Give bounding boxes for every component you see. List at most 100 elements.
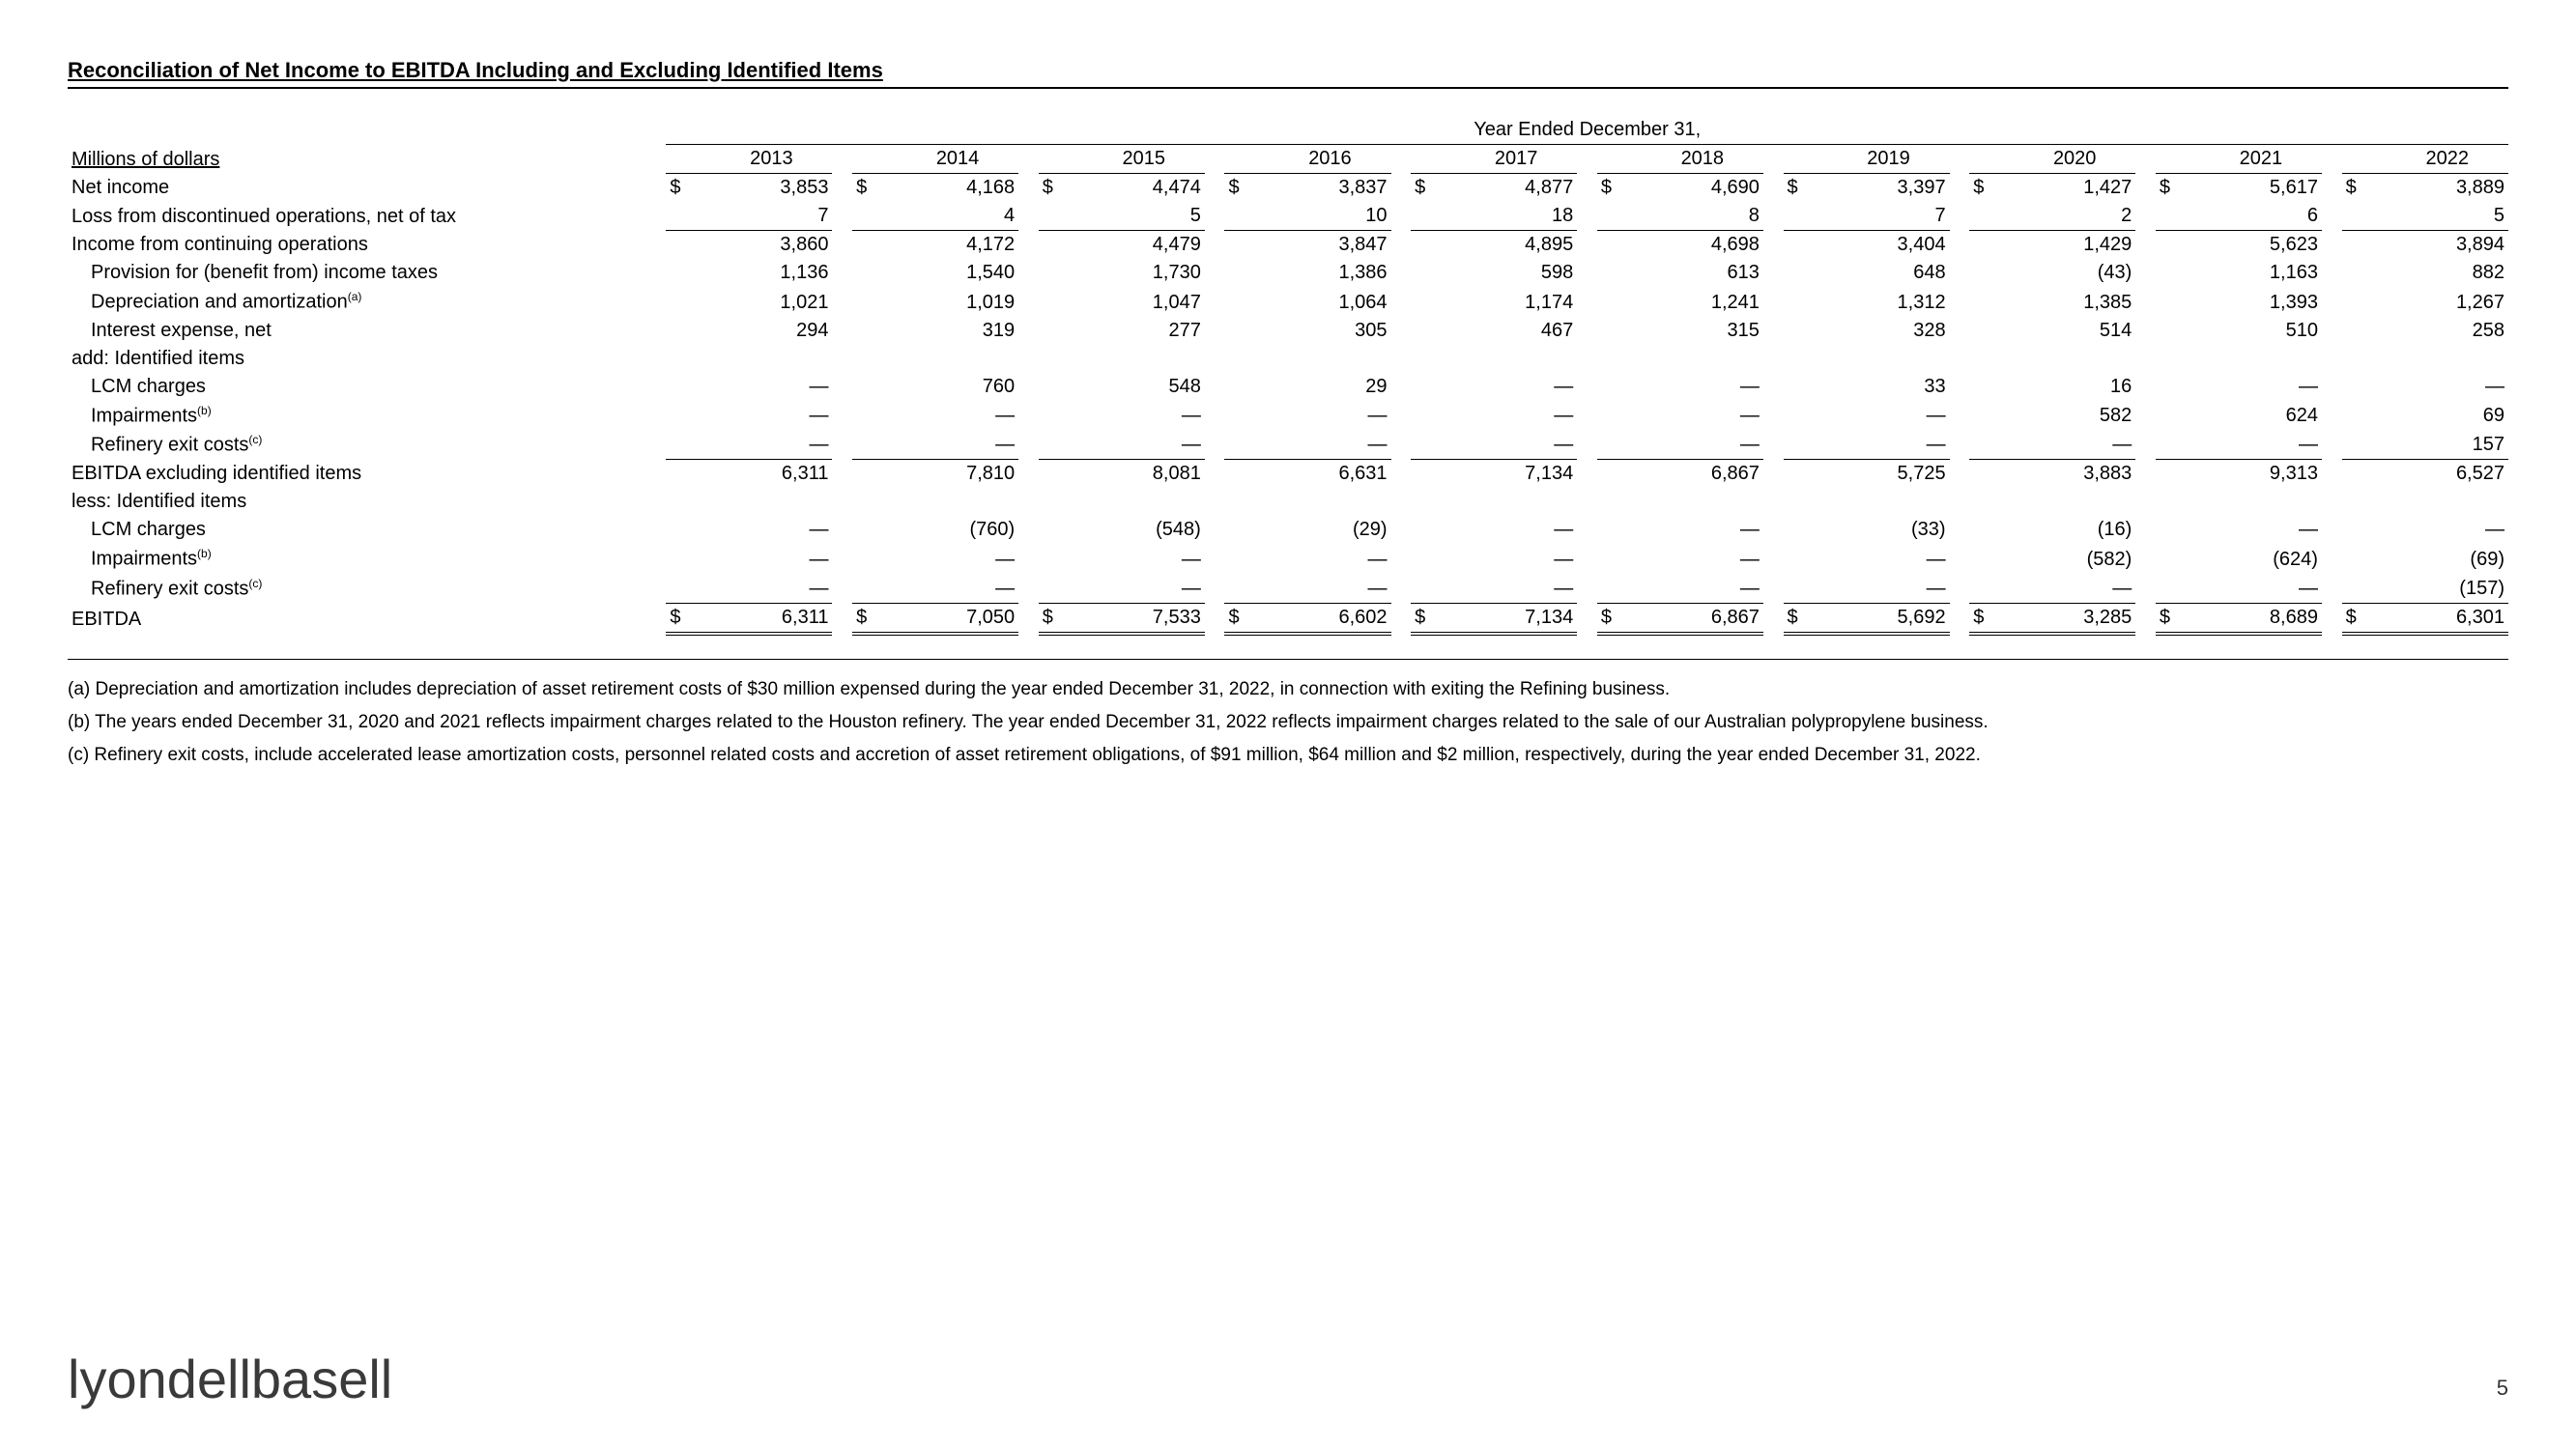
year-header: 2021 <box>2200 145 2322 174</box>
row-label: Impairments(b) <box>68 401 666 431</box>
currency-symbol <box>1784 430 1828 460</box>
currency-symbol <box>852 373 897 401</box>
currency-symbol <box>1969 259 2014 287</box>
cell-value: 7,810 <box>897 460 1018 489</box>
currency-symbol <box>1969 574 2014 604</box>
currency-symbol <box>2342 430 2387 460</box>
cell-value: 7 <box>710 202 832 231</box>
cell-value: 6,311 <box>710 604 832 635</box>
currency-symbol <box>1969 202 2014 231</box>
table-row: LCM charges—76054829——3316—— <box>68 373 2508 401</box>
currency-symbol <box>666 401 710 431</box>
currency-symbol <box>852 317 897 345</box>
footnote-ref: (c) <box>248 433 262 446</box>
cell-value: 5,617 <box>2200 174 2322 203</box>
currency-symbol <box>2342 516 2387 544</box>
currency-symbol <box>1411 574 1455 604</box>
currency-symbol <box>1411 231 1455 260</box>
currency-symbol <box>1224 488 1269 516</box>
cell-value <box>1455 488 1577 516</box>
currency-symbol <box>2156 373 2200 401</box>
currency-symbol <box>1224 231 1269 260</box>
currency-symbol <box>1597 544 1642 574</box>
row-label: Loss from discontinued operations, net o… <box>68 202 666 231</box>
currency-symbol <box>1039 231 1083 260</box>
cell-value: 624 <box>2200 401 2322 431</box>
cell-value: 8 <box>1642 202 1763 231</box>
currency-symbol <box>1411 202 1455 231</box>
cell-value: (43) <box>2014 259 2135 287</box>
cell-value: 582 <box>2014 401 2135 431</box>
currency-symbol <box>1039 430 1083 460</box>
cell-value: — <box>1269 430 1390 460</box>
currency-symbol <box>1411 544 1455 574</box>
currency-symbol <box>2342 259 2387 287</box>
cell-value: — <box>1642 373 1763 401</box>
currency-symbol <box>1411 401 1455 431</box>
cell-value: 157 <box>2386 430 2508 460</box>
currency-symbol: $ <box>1224 604 1269 635</box>
row-label: Refinery exit costs(c) <box>68 430 666 460</box>
cell-value: 258 <box>2386 317 2508 345</box>
cell-value: 1,540 <box>897 259 1018 287</box>
cell-value: 277 <box>1083 317 1205 345</box>
row-label: LCM charges <box>68 516 666 544</box>
cell-value: 3,860 <box>710 231 832 260</box>
cell-value: 4,895 <box>1455 231 1577 260</box>
footnote-ref: (a) <box>348 290 362 303</box>
currency-symbol <box>1224 259 1269 287</box>
cell-value: 7 <box>1827 202 1949 231</box>
cell-value: — <box>1642 516 1763 544</box>
table-row: Depreciation and amortization(a)1,0211,0… <box>68 287 2508 317</box>
currency-symbol <box>2342 317 2387 345</box>
table-body: Net income$3,853$4,168$4,474$3,837$4,877… <box>68 174 2508 635</box>
table-row: less: Identified items <box>68 488 2508 516</box>
footnote-ref: (b) <box>197 404 212 417</box>
cell-value: (69) <box>2386 544 2508 574</box>
cell-value: 7,134 <box>1455 460 1577 489</box>
currency-symbol <box>1224 460 1269 489</box>
cell-value <box>1642 488 1763 516</box>
currency-symbol <box>1784 516 1828 544</box>
cell-value: 3,883 <box>2014 460 2135 489</box>
currency-symbol <box>1784 231 1828 260</box>
table-row: EBITDA$6,311$7,050$7,533$6,602$7,134$6,8… <box>68 604 2508 635</box>
footnote-ref: (b) <box>197 547 212 560</box>
year-header <box>1224 145 1269 174</box>
cell-value: 5,623 <box>2200 231 2322 260</box>
currency-symbol <box>1597 317 1642 345</box>
currency-symbol: $ <box>1784 174 1828 203</box>
cell-value: — <box>1642 544 1763 574</box>
cell-value: 1,427 <box>2014 174 2135 203</box>
currency-symbol <box>852 544 897 574</box>
currency-symbol <box>2342 488 2387 516</box>
currency-symbol <box>1784 373 1828 401</box>
year-header-row: Millions of dollars 20132014201520162017… <box>68 145 2508 174</box>
cell-value: 5,692 <box>1827 604 1949 635</box>
cell-value: 510 <box>2200 317 2322 345</box>
cell-value: — <box>2200 574 2322 604</box>
currency-symbol <box>666 574 710 604</box>
currency-symbol: $ <box>2342 174 2387 203</box>
currency-symbol <box>1969 401 2014 431</box>
currency-symbol <box>1969 287 2014 317</box>
row-label: less: Identified items <box>68 488 666 516</box>
currency-symbol <box>2156 544 2200 574</box>
table-row: Net income$3,853$4,168$4,474$3,837$4,877… <box>68 174 2508 203</box>
currency-symbol <box>1969 345 2014 373</box>
row-label: Impairments(b) <box>68 544 666 574</box>
cell-value: 1,019 <box>897 287 1018 317</box>
currency-symbol <box>1039 488 1083 516</box>
footnote: (b) The years ended December 31, 2020 an… <box>68 710 2508 735</box>
cell-value: 6,867 <box>1642 460 1763 489</box>
cell-value: 1,393 <box>2200 287 2322 317</box>
cell-value: 3,894 <box>2386 231 2508 260</box>
table-row: Income from continuing operations3,8604,… <box>68 231 2508 260</box>
cell-value: — <box>1827 401 1949 431</box>
cell-value: — <box>897 574 1018 604</box>
currency-symbol <box>852 287 897 317</box>
cell-value: — <box>2386 373 2508 401</box>
currency-symbol: $ <box>2156 174 2200 203</box>
cell-value: (582) <box>2014 544 2135 574</box>
currency-symbol <box>1224 287 1269 317</box>
